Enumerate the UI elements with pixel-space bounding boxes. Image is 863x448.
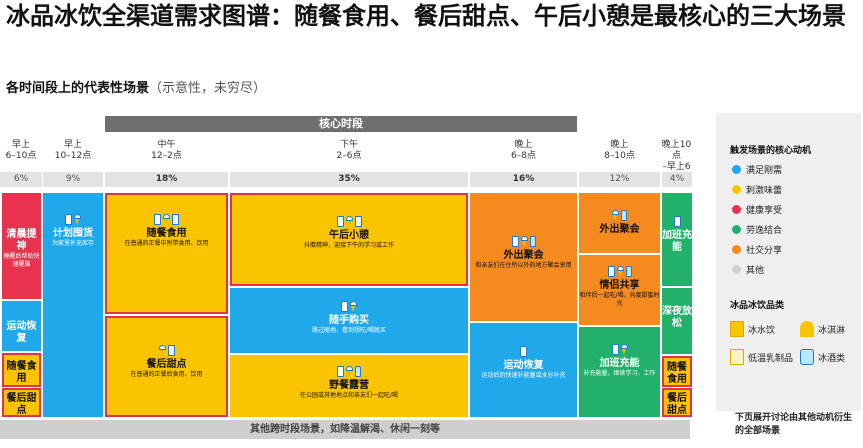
yellow-dot-icon	[732, 185, 741, 194]
scene-yecan: 野餐露营 在公园或其他地点和亲友们一起吃/喝	[230, 355, 468, 417]
cup-icon	[673, 216, 681, 227]
cone-icon	[346, 366, 353, 377]
timeslot-share-1: 6%	[0, 172, 42, 187]
timeslot-share-5: 16%	[470, 172, 577, 187]
cone-icon	[616, 266, 624, 277]
scene-yundong-morning: 运动恢复	[2, 301, 41, 351]
legend-motive-item: 劳逸结合	[732, 223, 782, 236]
orange-dot-icon	[732, 245, 741, 254]
subtitle-note: （示意性，未穷尽）	[149, 81, 267, 96]
cup-icon	[607, 266, 615, 277]
scene-yundong-evening: 运动恢复 运动后的快速补能量或水分补充	[470, 323, 577, 417]
cone-icon	[158, 345, 166, 356]
milk-icon	[354, 216, 362, 227]
scene-jiaban-night: 加班充能 补充能量，继续学习、工作	[579, 327, 660, 417]
scene-qinglv: 情侣共享 和伴侣一起吃/喝，共度甜蜜时光	[579, 255, 660, 325]
section-subtitle: 各时间段上的代表性场景（示意性，未穷尽）	[6, 77, 266, 96]
red-dot-icon	[732, 205, 741, 214]
timeslot-share-4: 35%	[230, 172, 468, 187]
scene-suishou: 随手购买 路过随地，看到想吃/喝就买	[230, 288, 468, 353]
core-hours-band: 核心时段	[105, 116, 577, 132]
timeslot-2: 早上 10–12点	[54, 140, 92, 161]
scene-waichu-night: 外出聚会	[579, 193, 660, 253]
scene-shenye: 深夜放松	[662, 288, 692, 354]
scene-qingchen: 清晨提神 睡醒后帮助快速醒脑	[2, 193, 41, 299]
cone-icon	[74, 214, 81, 225]
legend-motive-item: 健康享受	[732, 203, 782, 216]
bottle-icon	[625, 266, 632, 277]
timeslot-share-3: 18%	[105, 172, 228, 187]
legend-category-item: 低温乳制品	[730, 349, 793, 365]
scene-canhou: 餐后甜点 在普通的正餐后食用、饮用	[105, 316, 228, 417]
cup-icon	[511, 236, 519, 247]
page-title: 冰品冰饮全渠道需求图谱：随餐食用、餐后甜点、午后小憩是最核心的三大场景	[6, 2, 846, 30]
timeslot-1: 早上 6–10点	[5, 140, 37, 161]
legend-panel: 触发场景的核心动机 满足刚需 刺激味蕾 健康享受 劳逸结合 社交分享 其他 冰品…	[716, 113, 861, 411]
cone-icon	[612, 210, 619, 221]
milk-icon	[730, 349, 744, 365]
milk-icon	[167, 345, 175, 356]
legend-motive-item: 满足刚需	[732, 163, 782, 176]
timeslot-6: 晚上 8–10点	[604, 140, 635, 161]
scene-jihua: 计划囤货 为家里补充库存	[43, 193, 103, 417]
bottle-icon	[529, 236, 536, 247]
green-dot-icon	[732, 225, 741, 234]
legend-motive-item: 其他	[732, 263, 764, 276]
bottle-icon	[800, 349, 814, 365]
timeslot-share-2: 9%	[43, 172, 103, 187]
cross-time-scenes-bar: 其他跨时段场景，如降温解渴、休闲一刻等	[0, 420, 690, 439]
milk-icon	[172, 214, 179, 225]
blue-dot-icon	[732, 165, 741, 174]
cone-icon	[345, 216, 353, 227]
cup-icon	[341, 301, 348, 312]
cone-icon	[350, 301, 357, 312]
scene-canhou-late: 餐后甜点	[662, 388, 692, 417]
legend-category-item: 冰淇淋	[800, 321, 845, 337]
cup-icon	[336, 216, 344, 227]
bottle-icon	[355, 366, 361, 377]
timeslot-3: 中午 12–2点	[151, 140, 182, 161]
legend-motive-title: 触发场景的核心动机	[730, 146, 812, 156]
legend-category-title: 冰品冰饮品类	[730, 301, 785, 311]
scene-suican-morning: 随餐食用	[2, 353, 41, 387]
scene-waichu-evening: 外出聚会 和亲友们在住所以外的地方聚会享用	[470, 193, 577, 321]
cup-icon	[65, 214, 72, 225]
bottle-icon	[621, 210, 627, 221]
cone-icon	[520, 236, 528, 247]
cup-icon	[611, 344, 619, 355]
scene-jiaban: 加班充能	[662, 193, 692, 286]
grey-dot-icon	[732, 265, 741, 274]
cup-icon	[154, 214, 161, 225]
cup-icon	[337, 366, 344, 377]
cone-icon	[800, 321, 814, 337]
timeslot-share-7: 4%	[662, 172, 692, 187]
cup-icon	[730, 321, 744, 337]
footnote: 下页展开讨论由其他动机衍生的全部场景	[735, 413, 853, 436]
timeslot-5: 晚上 6–8点	[511, 140, 536, 161]
legend-category-item: 冰水饮	[730, 321, 775, 337]
timeslot-share-6: 12%	[579, 172, 660, 187]
cup-icon	[520, 346, 527, 357]
subtitle-main: 各时间段上的代表性场景	[6, 81, 150, 96]
scene-suican-late: 随餐食用	[662, 356, 692, 387]
cone-icon	[620, 344, 628, 355]
legend-motive-item: 刺激味蕾	[732, 183, 782, 196]
legend-category-item: 冰酒类	[800, 349, 845, 365]
scene-wuhou: 午后小憩 抖擞精神，迎接下午的学习或工作	[230, 193, 468, 286]
timeslot-4: 下午 2–6点	[336, 140, 362, 161]
legend-motive-item: 社交分享	[732, 243, 782, 256]
cone-icon	[163, 214, 170, 225]
scene-suican: 随餐食用 在普通的正餐中附带食用、饮用	[105, 193, 228, 314]
scene-canhou-morning: 餐后甜点	[2, 388, 41, 417]
